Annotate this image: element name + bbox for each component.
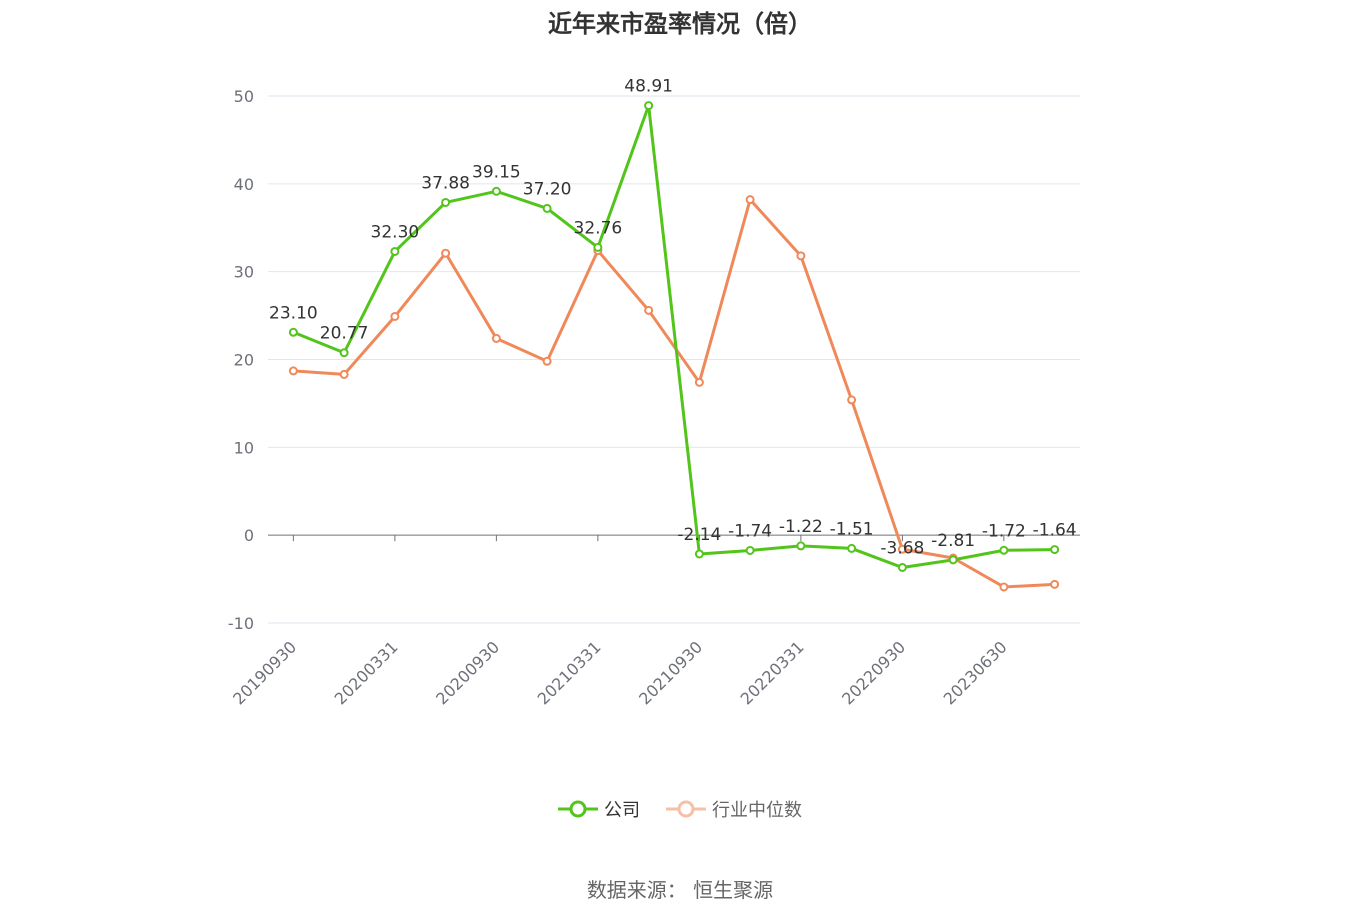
data-point[interactable] [441, 197, 451, 207]
data-source: 数据来源： 恒生聚源 [586, 878, 774, 902]
data-point[interactable] [491, 186, 501, 196]
data-point[interactable] [644, 101, 654, 111]
data-label: 48.91 [624, 77, 673, 97]
data-point[interactable] [948, 555, 958, 565]
data-label: 20.77 [320, 324, 369, 344]
data-label: -2.81 [931, 531, 975, 551]
legend-line-orange-icon [666, 800, 706, 818]
data-label: -1.74 [728, 521, 772, 541]
data-point[interactable] [999, 545, 1009, 555]
data-point[interactable] [491, 333, 501, 343]
data-point[interactable] [288, 366, 298, 376]
chart-title: 近年来市盈率情况（倍） [548, 10, 812, 38]
data-point[interactable] [339, 348, 349, 358]
data-label: 23.10 [269, 303, 318, 323]
data-point[interactable] [542, 356, 552, 366]
x-tick-label: 20220930 [838, 637, 909, 708]
data-label: 32.30 [371, 222, 420, 242]
data-label: -2.14 [677, 525, 721, 545]
data-label: 39.15 [472, 162, 521, 182]
data-point[interactable] [288, 327, 298, 337]
data-point[interactable] [694, 549, 704, 559]
data-point[interactable] [694, 377, 704, 387]
data-point[interactable] [339, 369, 349, 379]
data-point[interactable] [542, 203, 552, 213]
data-point[interactable] [847, 543, 857, 553]
legend: 公司 行业中位数 [0, 796, 1360, 822]
legend-line-green-icon [558, 800, 598, 818]
data-label: -3.68 [880, 538, 924, 558]
x-tick-label: 20230630 [940, 637, 1011, 708]
data-label: -1.51 [830, 519, 874, 539]
data-point[interactable] [390, 311, 400, 321]
data-point[interactable] [644, 305, 654, 315]
data-point[interactable] [593, 242, 603, 252]
data-point[interactable] [796, 541, 806, 551]
data-label: -1.72 [982, 521, 1026, 541]
y-tick-label: 0 [244, 526, 254, 545]
legend-label-company: 公司 [604, 800, 640, 821]
data-point[interactable] [1050, 579, 1060, 589]
y-axis: -10 0 10 20 30 40 50 [228, 87, 254, 633]
series-lines [292, 104, 1055, 589]
data-point[interactable] [745, 195, 755, 205]
data-label: 32.76 [574, 218, 623, 238]
x-tick-label: 20220331 [737, 637, 808, 708]
x-tick-label: 20190930 [229, 637, 300, 708]
data-point[interactable] [441, 248, 451, 258]
legend-item-company[interactable]: 公司 [558, 796, 640, 822]
legend-label-industry-median: 行业中位数 [712, 800, 802, 821]
x-tick-label: 20200930 [432, 637, 503, 708]
data-point[interactable] [1050, 545, 1060, 555]
pe-ratio-chart: -10 0 10 20 30 40 50 20190930 20200331 20200930 2… [228, 77, 1080, 708]
data-point[interactable] [847, 395, 857, 405]
data-point[interactable] [796, 251, 806, 261]
y-tick-label: 30 [234, 263, 254, 282]
data-label: 37.88 [421, 173, 470, 193]
legend-item-industry-median[interactable]: 行业中位数 [666, 796, 802, 822]
data-label: 37.20 [523, 179, 572, 199]
x-tick-label: 20200331 [331, 637, 402, 708]
data-point[interactable] [897, 562, 907, 572]
data-label: -1.64 [1033, 521, 1077, 541]
y-tick-label: 20 [234, 351, 254, 370]
x-tick-label: 20210930 [635, 637, 706, 708]
y-tick-label: 40 [234, 175, 254, 194]
y-tick-label: 10 [234, 438, 254, 457]
y-tick-label: 50 [234, 87, 254, 106]
data-point[interactable] [897, 544, 907, 554]
data-label: -1.22 [779, 517, 823, 537]
series-points [288, 101, 1060, 592]
series-line-1 [293, 198, 1055, 589]
series-line-0 [292, 104, 1055, 569]
data-point[interactable] [999, 582, 1009, 592]
grid-lines [268, 95, 1080, 624]
x-tick-label: 20210331 [534, 637, 605, 708]
data-point[interactable] [390, 246, 400, 256]
y-tick-label: -10 [228, 614, 254, 633]
data-point[interactable] [745, 545, 755, 555]
